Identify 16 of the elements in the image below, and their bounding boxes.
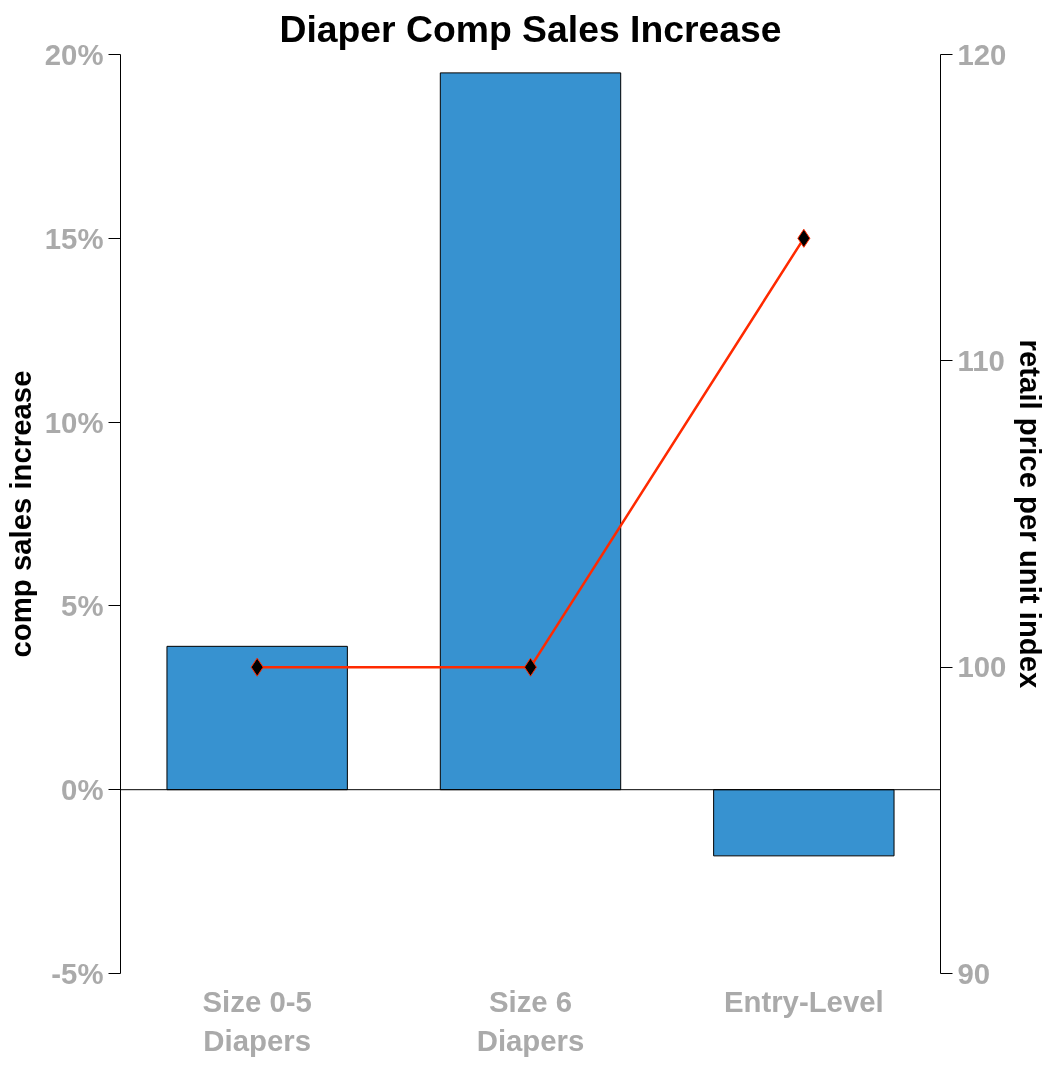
y-tick-label: 10% — [44, 405, 104, 439]
y-tick-label: 15% — [44, 221, 104, 255]
y2-tick-label: 120 — [957, 37, 1007, 71]
y2-tick-label: 110 — [957, 343, 1005, 377]
y2-axis-title: retail price per unit index — [1014, 339, 1048, 690]
y-axis-title: comp sales increase — [3, 370, 37, 658]
y-tick-label: 20% — [44, 38, 104, 71]
y-tick-label: 0% — [61, 773, 104, 807]
x-tick-label: Entry-Level — [723, 984, 884, 1018]
y-tick-label: 5% — [61, 589, 104, 623]
x-tick-label: Size 0-5 Diapers — [202, 984, 312, 1058]
x-tick-label: Size 6 Diapers — [476, 984, 585, 1058]
y2-tick-label: 90 — [957, 956, 991, 990]
y-tick-label: -5% — [51, 957, 104, 990]
chart-title: Diaper Comp Sales Increase — [279, 7, 782, 50]
y2-tick-label: 100 — [957, 650, 1007, 684]
